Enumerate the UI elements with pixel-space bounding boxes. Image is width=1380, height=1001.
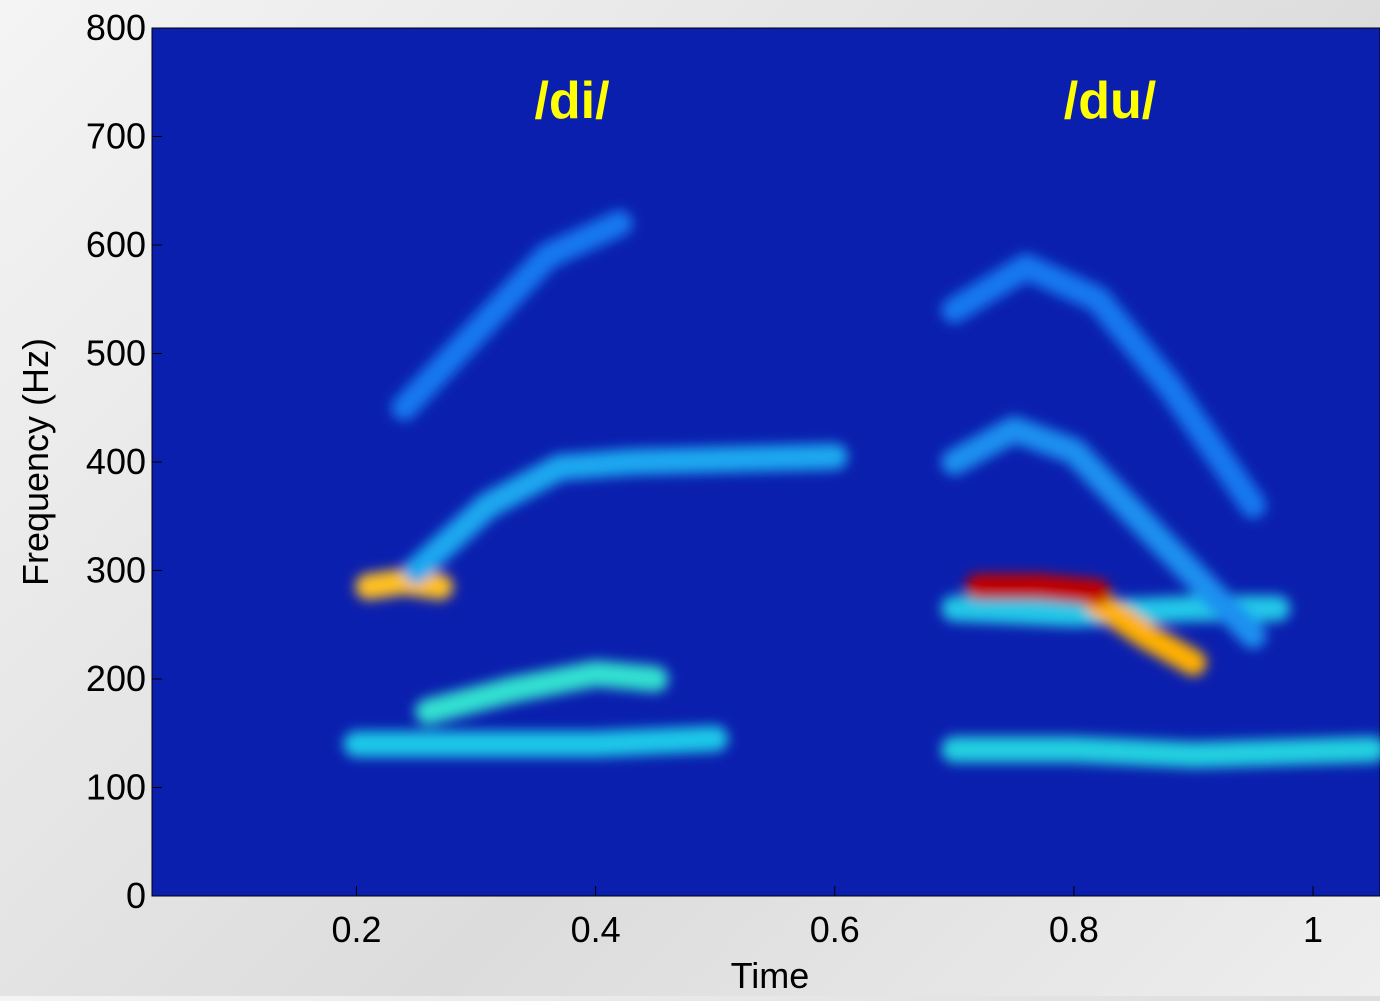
y-tick-label: 300 bbox=[86, 550, 146, 591]
spectrogram bbox=[343, 210, 1380, 768]
x-tick-label: 0.4 bbox=[571, 909, 621, 950]
y-tick-label: 800 bbox=[86, 7, 146, 48]
y-tick-label: 700 bbox=[86, 116, 146, 157]
formant-track bbox=[941, 416, 1267, 649]
formant-track bbox=[1084, 590, 1207, 676]
x-tick-label: 0.8 bbox=[1049, 909, 1099, 950]
x-tick-label: 0.2 bbox=[331, 909, 381, 950]
y-tick-label: 400 bbox=[86, 441, 146, 482]
annotation: /du/ bbox=[1064, 72, 1156, 130]
y-axis-label: Frequency (Hz) bbox=[15, 338, 56, 586]
formant-track bbox=[965, 573, 1111, 606]
x-tick-label: 0.6 bbox=[810, 909, 860, 950]
formant-track bbox=[941, 253, 1267, 519]
formant-track bbox=[941, 736, 1380, 768]
x-axis-label: Time bbox=[731, 955, 810, 996]
y-tick-label: 0 bbox=[126, 875, 146, 916]
y-tick-label: 600 bbox=[86, 224, 146, 265]
formant-track bbox=[415, 660, 669, 725]
formant-track bbox=[355, 568, 454, 600]
x-tick-label: 1 bbox=[1303, 909, 1323, 950]
formant-track bbox=[391, 210, 633, 421]
formant-track bbox=[343, 725, 729, 758]
annotation: /di/ bbox=[534, 72, 609, 130]
y-tick-label: 100 bbox=[86, 767, 146, 808]
y-tick-label: 200 bbox=[86, 658, 146, 699]
formant-track bbox=[403, 443, 848, 584]
y-tick-label: 500 bbox=[86, 333, 146, 374]
